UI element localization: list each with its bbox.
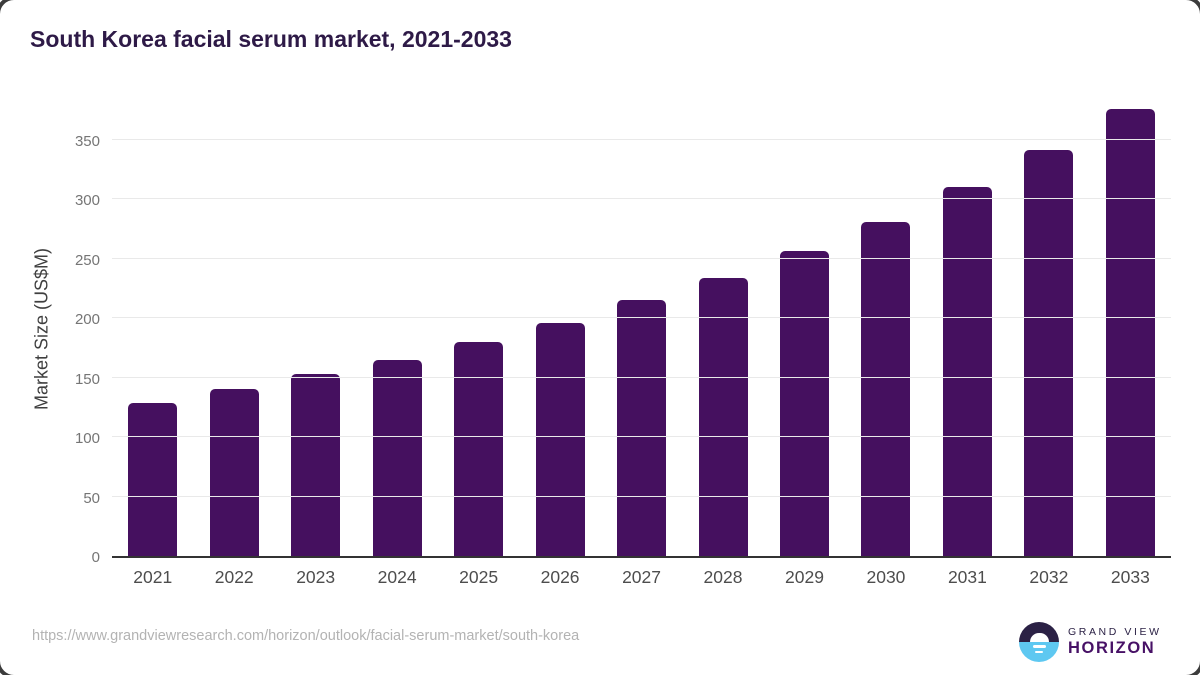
y-axis-tick-label: 50	[83, 489, 100, 507]
logo-brand-top: GRAND VIEW	[1068, 626, 1162, 638]
y-axis-tick-label: 200	[74, 311, 100, 329]
x-axis-label: 2024	[377, 567, 417, 587]
x-axis-label: 2029	[785, 567, 824, 587]
plot-area	[112, 100, 1171, 558]
logo-brand-bottom: HORIZON	[1068, 639, 1156, 657]
x-axis-label: 2032	[1029, 567, 1069, 587]
x-axis-label: 2027	[622, 567, 662, 587]
sun-horizon-icon	[1019, 622, 1059, 662]
logo-sky-half	[1019, 622, 1059, 642]
bar-slot	[1008, 100, 1089, 556]
logo-reflection-line	[1032, 645, 1046, 648]
y-axis-tick-label: 100	[74, 430, 100, 448]
source-url: https://www.grandviewresearch.com/horizo…	[32, 628, 580, 644]
y-axis-tick-label: 300	[74, 192, 100, 210]
bar-slot	[601, 100, 682, 556]
bar-2031	[942, 187, 992, 556]
gridline	[112, 317, 1171, 319]
bar-slot	[356, 100, 437, 556]
gridline	[112, 495, 1171, 497]
x-axis-label: 2021	[133, 567, 173, 587]
bar-slot	[438, 100, 519, 556]
page-title: South Korea facial serum market, 2021-20…	[30, 26, 512, 52]
logo-text: GRAND VIEW HORIZON	[1068, 626, 1162, 658]
bar-2022	[209, 389, 259, 556]
bar-slot	[927, 100, 1008, 556]
grand-view-horizon-logo: GRAND VIEW HORIZON	[1019, 622, 1162, 662]
bar-slot	[845, 100, 926, 556]
bar-2024	[372, 359, 422, 556]
bar-2027	[617, 300, 667, 556]
bar-slot	[1090, 100, 1171, 556]
bar-slot	[682, 100, 763, 556]
x-axis-labels: 2021 2022 2023 2024 2025 2026 2027 2028 2029 2030…	[112, 567, 1171, 588]
y-axis-tick-label: 250	[74, 251, 100, 269]
bar-slot	[112, 100, 193, 556]
x-axis-label: 2025	[459, 567, 499, 587]
y-axis-tick-label: 0	[91, 549, 100, 566]
gridline	[112, 436, 1171, 438]
x-axis-label: 2031	[947, 567, 987, 587]
bar-2026	[535, 322, 585, 556]
bar-2021	[128, 402, 178, 556]
bar-2029	[779, 251, 829, 556]
bar-2023	[291, 374, 341, 556]
bar-slot	[764, 100, 845, 556]
x-axis-label: 2030	[866, 567, 906, 587]
x-axis-label: 2028	[703, 567, 743, 587]
x-axis-label: 2033	[1110, 567, 1150, 587]
bar-slot	[193, 100, 274, 556]
gridline	[112, 138, 1171, 140]
gridline	[112, 376, 1171, 378]
y-axis-tick-label: 350	[74, 132, 100, 150]
gridline	[112, 257, 1171, 259]
bar-2032	[1024, 150, 1074, 556]
x-axis-label: 2026	[540, 567, 580, 587]
bar-2028	[698, 277, 748, 556]
gridline	[112, 198, 1171, 200]
y-axis-tick-label: 150	[74, 370, 100, 388]
bar-2025	[454, 341, 504, 556]
bar-2033	[1105, 108, 1155, 556]
y-axis-ticks: 0 50 100 150 200 250 300 350	[0, 100, 100, 566]
bar-slot	[519, 100, 600, 556]
logo-sun	[1029, 632, 1049, 642]
bars-row	[112, 100, 1171, 556]
bar-slot	[275, 100, 356, 556]
x-axis-label: 2023	[296, 567, 336, 587]
logo-reflection-line	[1035, 650, 1043, 653]
bar-2030	[861, 221, 911, 556]
x-axis-label: 2022	[214, 567, 254, 587]
